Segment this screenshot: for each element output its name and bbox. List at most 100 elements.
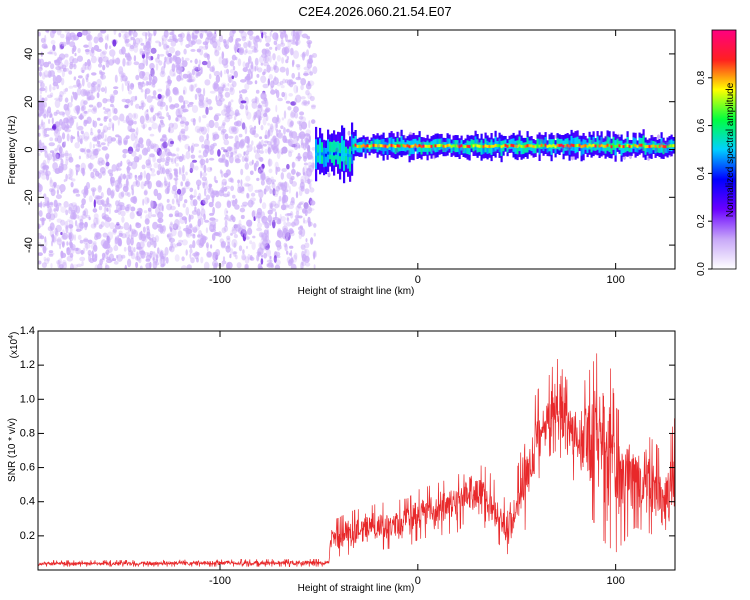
spectrogram-cell	[73, 76, 77, 81]
spectrogram-cell	[60, 231, 63, 236]
spectrogram-cell	[257, 67, 263, 73]
spectrogram-cell	[112, 123, 115, 132]
spectrogram-cell	[203, 164, 207, 173]
spectrogram-cell	[87, 81, 92, 89]
spectrogram-cell	[124, 264, 128, 269]
spectrogram-cell	[193, 189, 197, 198]
spectrogram-cell	[195, 73, 199, 78]
spectrogram-cell	[255, 109, 262, 119]
spectrogram-cell	[310, 237, 314, 245]
spectrogram-cell	[267, 129, 271, 138]
spectrogram-cell	[211, 194, 215, 204]
spectrogram-cell	[298, 230, 303, 235]
snr-ytick-label: 0.2	[20, 530, 35, 542]
spectrogram-cell	[89, 162, 92, 171]
spectrogram-cell	[150, 173, 156, 177]
spectrogram-cell	[378, 144, 381, 148]
spectrogram-cell	[311, 53, 318, 58]
spectrogram-cell	[273, 63, 276, 70]
spectrogram-cell	[307, 178, 311, 185]
spectrogram-cell	[153, 240, 157, 249]
spectrogram-cell	[65, 32, 72, 41]
spectrogram-cell	[454, 144, 457, 148]
spectrogram-cell	[140, 181, 145, 190]
spectrogram-cell	[606, 143, 609, 147]
spectrogram-cell	[254, 96, 258, 104]
spectrogram-cell	[152, 155, 156, 163]
spectrogram-cell	[546, 143, 549, 153]
spectrogram-cell	[165, 256, 169, 264]
spectrogram-cell	[52, 168, 58, 172]
spectrogram-cell	[480, 144, 483, 148]
spectrogram-cell	[226, 200, 232, 208]
spectrogram-cell	[296, 120, 303, 125]
spectrogram-cell	[189, 214, 194, 220]
spectrogram-cell	[124, 40, 128, 45]
spectrogram-cell	[130, 206, 136, 212]
spectrogram-cell	[257, 103, 261, 112]
spectrogram-cell	[94, 264, 99, 269]
spectrogram-cell	[69, 63, 73, 70]
spectrogram-cell	[632, 143, 635, 147]
spectrogram-cell	[213, 114, 219, 122]
spectrogram-cell	[541, 138, 544, 144]
spectrogram-cell	[223, 69, 227, 75]
spectrogram-cell	[177, 200, 180, 204]
spectrogram-cell	[108, 118, 112, 123]
spectrogram-cell	[226, 262, 231, 269]
spectrogram-cell	[38, 210, 43, 217]
spectrogram-cell	[270, 86, 274, 90]
spectrogram-cell	[73, 187, 79, 193]
spectrogram-cell	[647, 155, 650, 161]
spectrogram-cell	[617, 133, 620, 139]
spectrogram-cell	[39, 86, 43, 95]
spectrogram-cell	[307, 58, 314, 64]
spectrogram-cell	[145, 80, 149, 86]
spectrogram-cell	[307, 161, 313, 168]
spectrogram-cell	[193, 143, 200, 147]
spectrogram-cell	[293, 218, 300, 226]
spectrogram-cell	[56, 30, 62, 36]
spectrogram-cell	[127, 258, 132, 268]
spectrogram-cell	[144, 251, 149, 256]
spectrogram-cell	[104, 205, 108, 211]
spectrogram-cell	[131, 150, 137, 157]
spectrogram-cell	[202, 45, 209, 50]
spectrogram-cell	[247, 222, 252, 229]
spectrogram-cell	[616, 138, 619, 148]
spectrogram-cell	[106, 257, 111, 260]
spectrogram-cell	[148, 140, 153, 147]
spectrogram-cell	[282, 78, 286, 84]
spectrogram-cell	[302, 99, 308, 105]
spectrogram-cell	[132, 112, 139, 120]
spectrogram-cell	[248, 40, 251, 48]
spectrogram-cell	[287, 203, 294, 210]
spectrogram-cell	[86, 32, 91, 41]
spectrogram-cell	[390, 143, 393, 147]
spectrogram-cell	[73, 91, 78, 100]
spectrogram-cell	[232, 199, 236, 207]
snr-ytick-label: 0.4	[20, 496, 35, 508]
spectrogram-cell	[335, 147, 339, 153]
spectrogram-cell	[185, 171, 188, 176]
spectrogram-cell	[270, 89, 276, 95]
spectrogram-cell	[506, 144, 509, 148]
spectrogram-cell	[145, 254, 152, 260]
spectrogram-cell	[153, 188, 159, 197]
spectrogram-cell	[246, 193, 250, 199]
spectrogram-cell	[240, 138, 246, 147]
spectrogram-cell	[592, 143, 595, 147]
spectrogram-cell	[185, 151, 191, 160]
spectrogram-cell	[136, 246, 143, 250]
spectrogram-cell	[166, 203, 173, 211]
spectrogram-cell	[280, 38, 284, 45]
spectrogram-cell	[267, 209, 273, 215]
spectrogram-cell	[260, 232, 265, 238]
spectrogram-cell	[225, 68, 230, 74]
spectrogram-cell	[252, 235, 256, 239]
spectrogram-cell	[642, 135, 645, 151]
spectrogram-cell	[358, 144, 361, 148]
spectrogram-cell	[91, 46, 95, 54]
spectrogram-cell	[235, 120, 242, 127]
spectrogram-cell	[150, 47, 157, 54]
